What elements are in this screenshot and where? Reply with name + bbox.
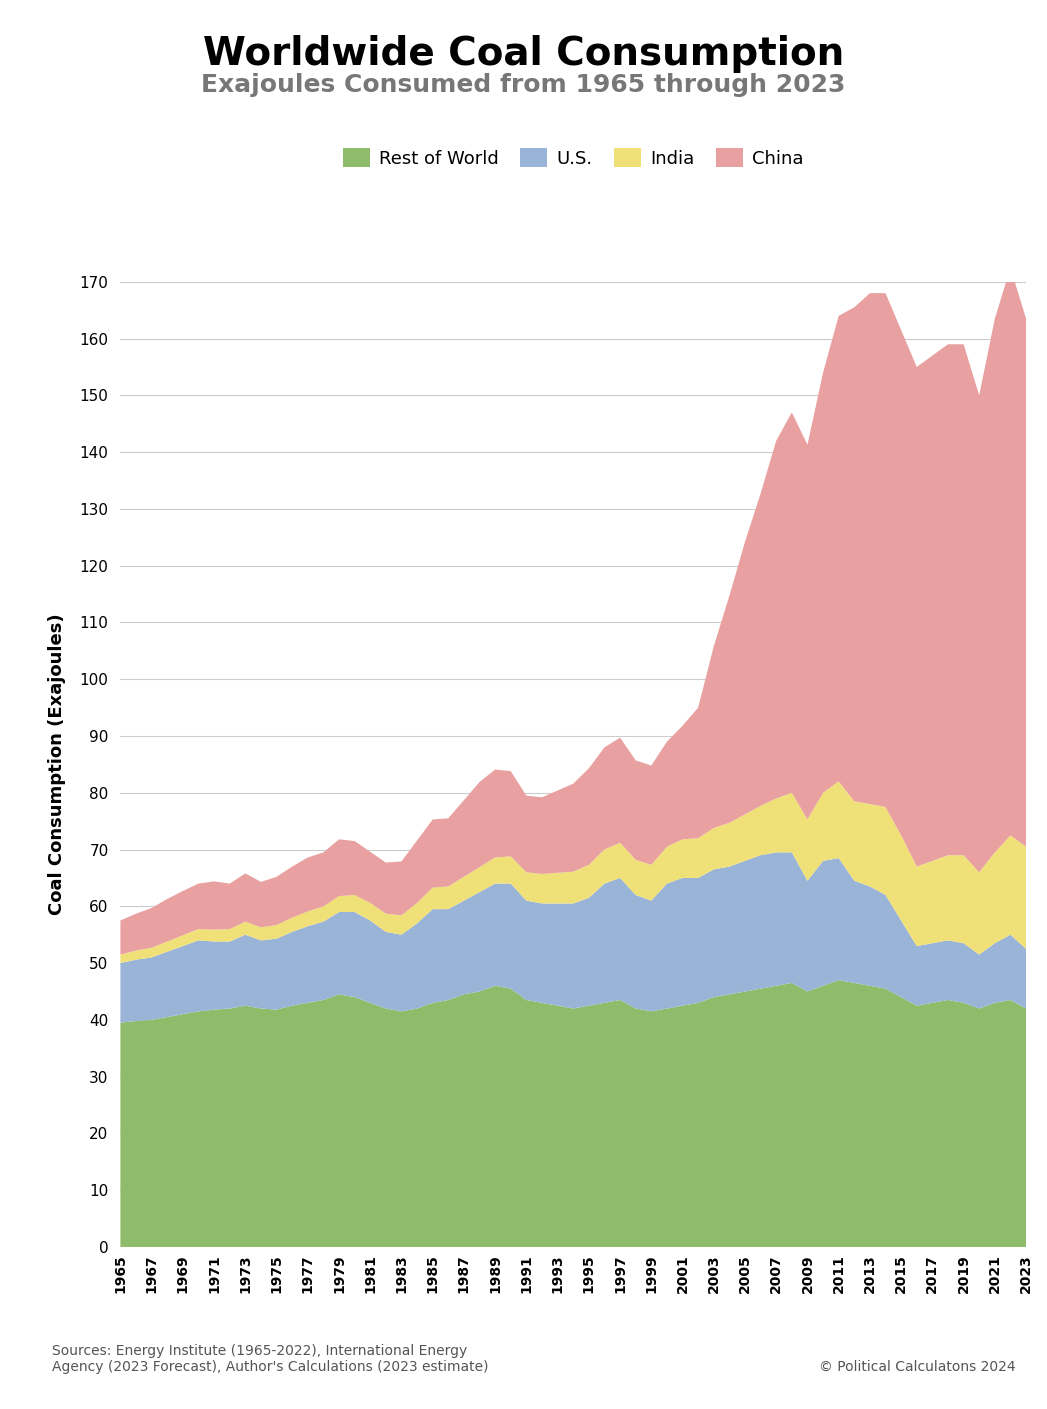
Text: Sources: Energy Institute (1965-2022), International Energy
Agency (2023 Forecas: Sources: Energy Institute (1965-2022), I… bbox=[52, 1344, 489, 1374]
Legend: Rest of World, U.S., India, China: Rest of World, U.S., India, China bbox=[335, 141, 811, 175]
Text: Worldwide Coal Consumption: Worldwide Coal Consumption bbox=[203, 35, 844, 73]
Text: Exajoules Consumed from 1965 through 2023: Exajoules Consumed from 1965 through 202… bbox=[201, 73, 846, 97]
Y-axis label: Coal Consumption (Exajoules): Coal Consumption (Exajoules) bbox=[48, 613, 66, 916]
Text: © Political Calculatons 2024: © Political Calculatons 2024 bbox=[819, 1360, 1016, 1374]
